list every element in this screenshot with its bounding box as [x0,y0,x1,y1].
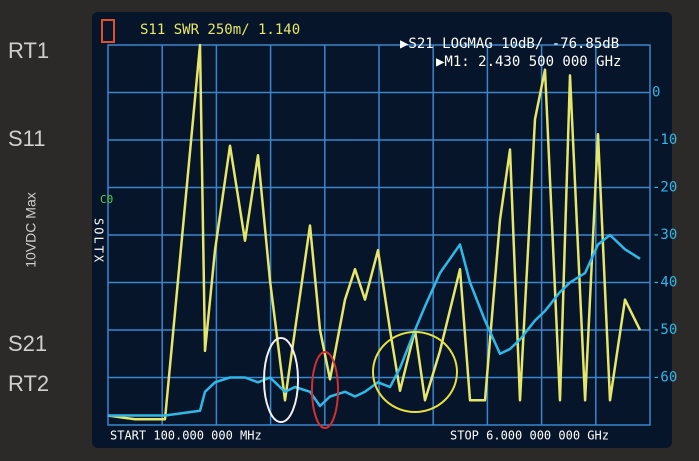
y2-tick-label: -50 [652,322,677,338]
port-label: 10VDC Max [23,192,39,267]
s21-header: ▶S21 LOGMAG 10dB/ -76.85dB [400,36,619,52]
port-label: S11 [8,126,46,151]
y2-tick-label: -40 [652,275,677,291]
port-label: RT2 [8,371,49,396]
port-label: RT1 [8,38,49,63]
s11-header: S11 SWR 250m/ 1.140 [140,22,300,38]
cal-label: C0 [100,193,113,206]
port-label: S21 [8,331,47,356]
y2-tick-label: 0 [652,85,660,101]
annotation-ellipse [263,337,299,423]
y2-tick-label: -10 [652,132,677,148]
annotation-ellipse [311,351,339,429]
start-label: START 100.000 000 MHz [110,429,262,443]
annotation-ellipse [372,331,458,413]
battery-icon [101,19,115,43]
y2-tick-label: -30 [652,227,677,243]
lcd-screen [92,12,672,448]
y2-tick-label: -20 [652,180,677,196]
stop-label: STOP 6.000 000 000 GHz [450,429,609,443]
marker-readout: ▶M1: 2.430 500 000 GHz [436,54,621,70]
trace-s21 [108,233,641,417]
cal-flags: SOLTX [92,218,106,264]
trace-s11 [107,43,642,421]
y2-tick-label: -60 [652,370,677,386]
